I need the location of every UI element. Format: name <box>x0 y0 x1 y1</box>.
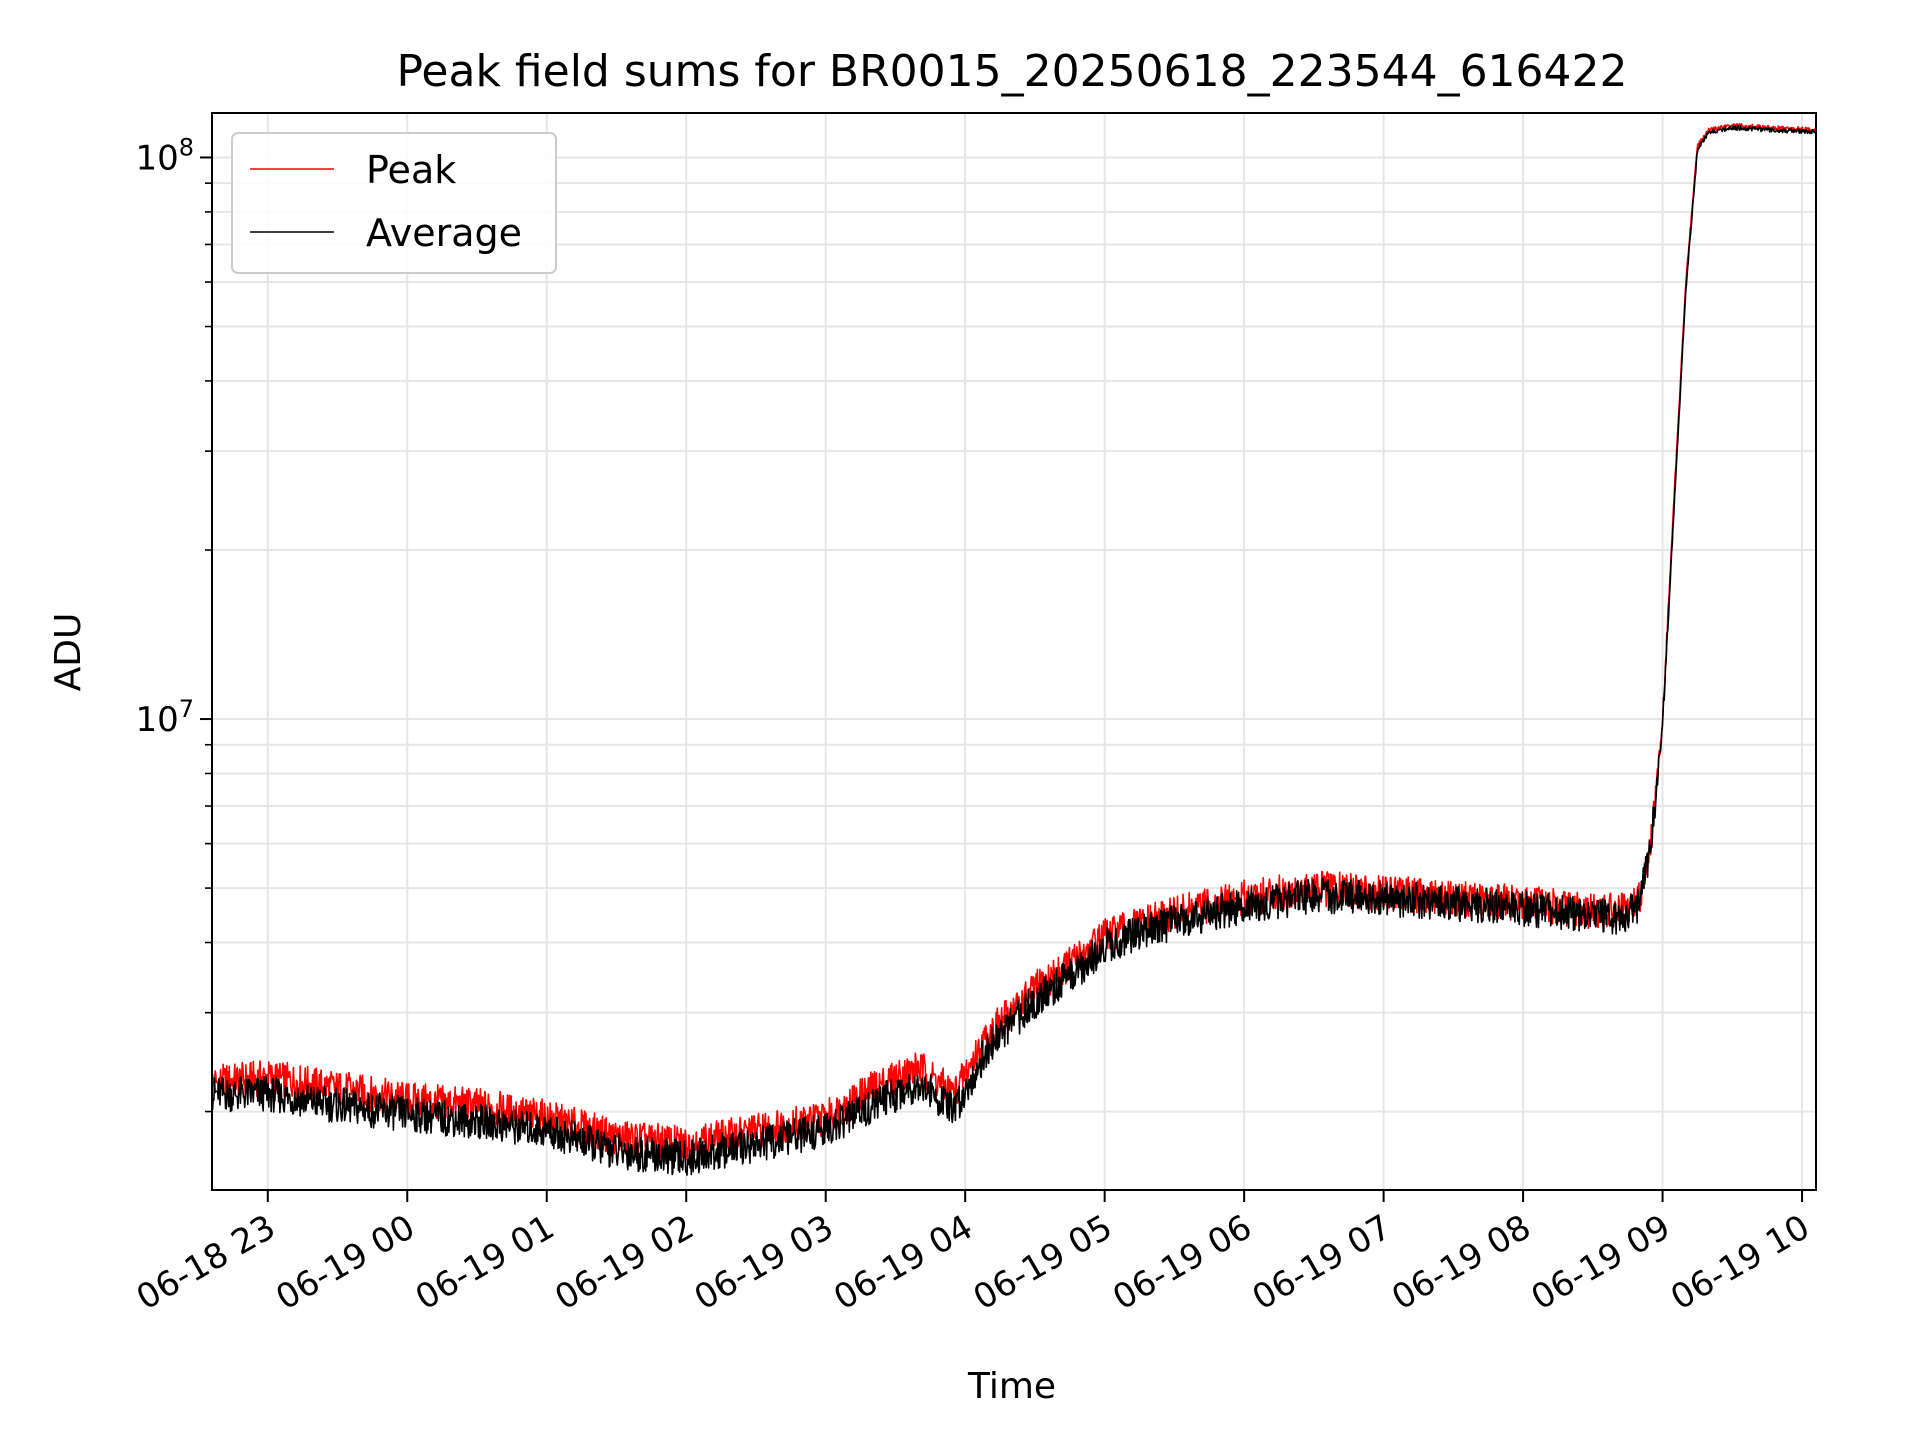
legend-label-peak: Peak <box>366 148 456 192</box>
series-layer <box>211 123 1817 1176</box>
legend: Peak Average <box>231 132 557 274</box>
y-axis-label: ADU <box>48 613 89 692</box>
chart-title: Peak field sums for BR0015_20250618_2235… <box>396 46 1627 97</box>
series-line-average <box>211 125 1817 1176</box>
legend-label-average: Average <box>366 211 522 255</box>
grid <box>212 113 1816 1190</box>
legend-box <box>231 132 557 274</box>
x-axis-label: Time <box>967 1366 1056 1407</box>
y-tick-label: 107 <box>135 695 194 740</box>
y-tick-label: 108 <box>135 133 194 178</box>
series-line-peak <box>211 123 1817 1162</box>
plot-frame <box>211 112 1817 1191</box>
